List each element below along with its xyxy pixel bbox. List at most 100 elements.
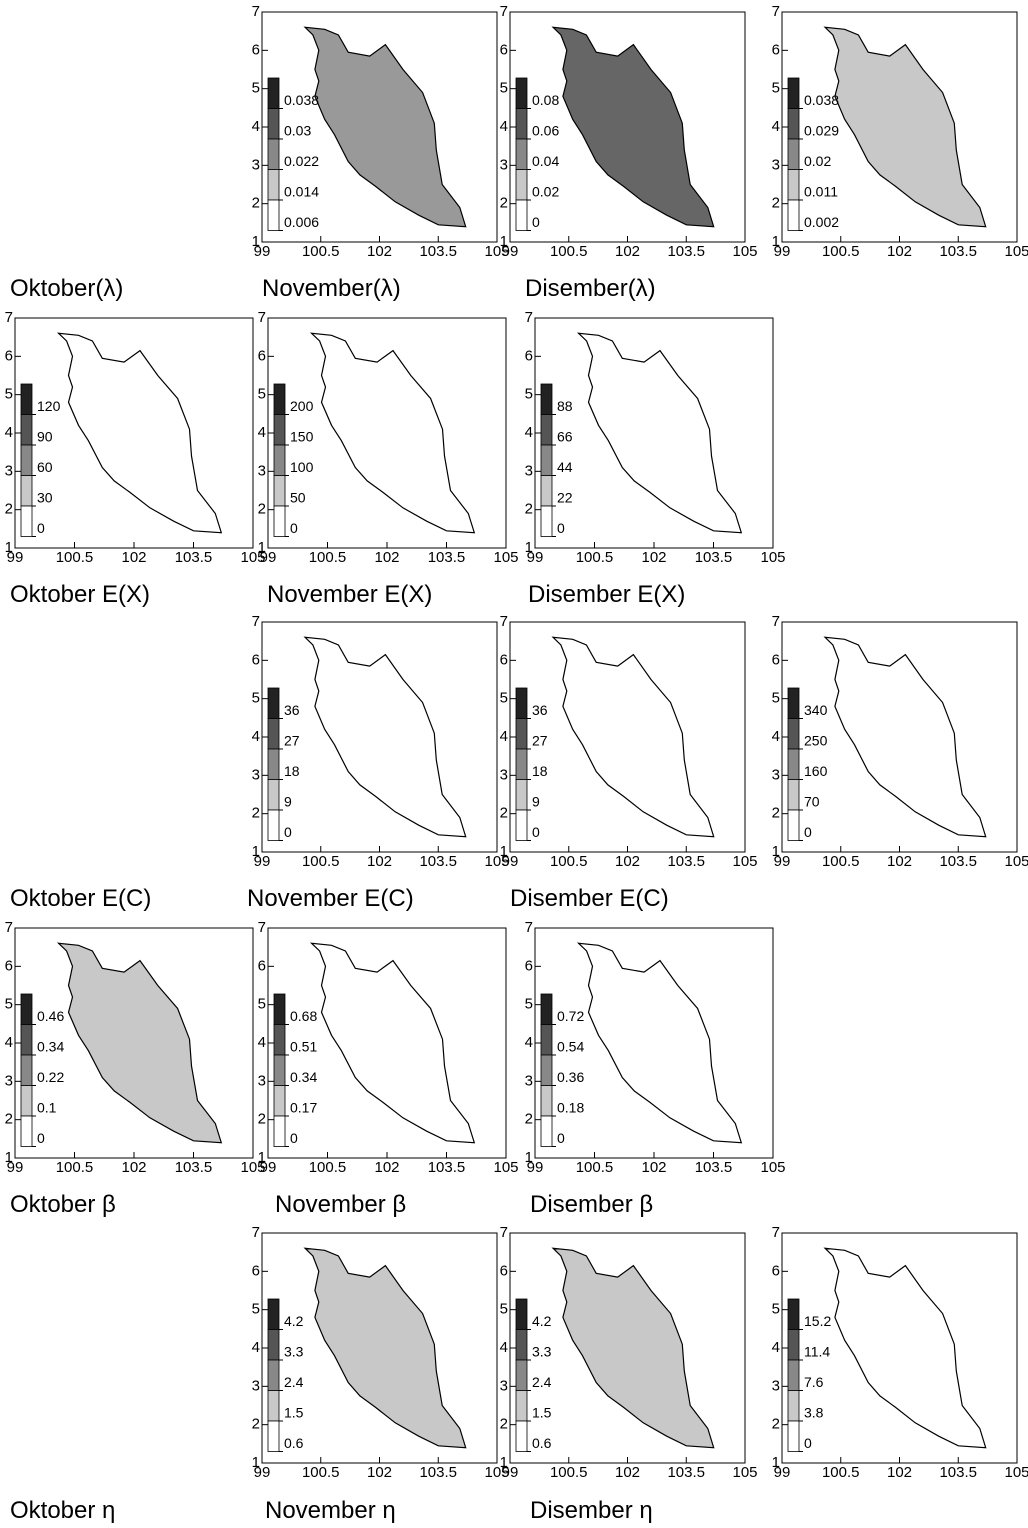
y-tick-label: 1 bbox=[500, 843, 508, 860]
y-tick-label: 6 bbox=[772, 1262, 780, 1279]
y-tick-label: 2 bbox=[525, 501, 533, 518]
y-tick-label: 2 bbox=[772, 1416, 780, 1433]
x-tick-label: 103.5 bbox=[667, 243, 705, 260]
x-tick-label: 100.5 bbox=[302, 243, 340, 260]
legend-label: 11.4 bbox=[804, 1344, 830, 1360]
y-tick-label: 3 bbox=[772, 156, 780, 173]
y-tick-label: 4 bbox=[5, 1034, 13, 1051]
legend-box bbox=[515, 199, 528, 231]
y-tick-label: 2 bbox=[5, 501, 13, 518]
y-tick-label: 5 bbox=[252, 80, 260, 97]
legend-label: 0.02 bbox=[804, 153, 831, 169]
y-tick-label: 2 bbox=[772, 195, 780, 212]
x-tick-label: 99 bbox=[774, 1464, 791, 1481]
y-tick-label: 2 bbox=[500, 195, 508, 212]
legend-label: 160 bbox=[804, 763, 828, 779]
legend-label: 66 bbox=[557, 429, 573, 445]
x-tick-label: 103.5 bbox=[419, 853, 457, 870]
legend-label: 0.34 bbox=[37, 1039, 64, 1055]
legend-label: 0 bbox=[804, 824, 812, 840]
x-tick-label: 103.5 bbox=[695, 1159, 733, 1176]
y-tick-label: 6 bbox=[772, 41, 780, 58]
map-region bbox=[551, 26, 715, 228]
x-tick-label: 105 bbox=[732, 1464, 757, 1481]
legend-box bbox=[540, 993, 553, 1025]
x-tick-label: 103.5 bbox=[939, 1464, 977, 1481]
legend-label: 0 bbox=[284, 824, 292, 840]
y-tick-label: 1 bbox=[525, 539, 533, 556]
panel-caption: Disember(λ) bbox=[525, 275, 656, 302]
panel-caption: Disember E(C) bbox=[510, 885, 669, 912]
legend-label: 9 bbox=[532, 794, 540, 810]
x-tick-label: 103.5 bbox=[667, 853, 705, 870]
y-tick-label: 3 bbox=[252, 1377, 260, 1394]
legend-label: 0 bbox=[37, 520, 45, 536]
legend-label: 0.22 bbox=[37, 1069, 64, 1085]
y-tick-label: 1 bbox=[258, 1149, 266, 1166]
legend-label: 0 bbox=[290, 520, 298, 536]
legend-label: 150 bbox=[290, 429, 314, 445]
legend-box bbox=[540, 1054, 553, 1086]
y-tick-label: 7 bbox=[500, 1224, 508, 1241]
x-tick-label: 105 bbox=[1004, 1464, 1028, 1481]
y-tick-label: 3 bbox=[500, 156, 508, 173]
x-tick-label: 100.5 bbox=[550, 853, 588, 870]
legend-label: 0 bbox=[37, 1130, 45, 1146]
y-tick-label: 7 bbox=[772, 3, 780, 20]
x-tick-label: 99 bbox=[260, 1159, 277, 1176]
map-region bbox=[551, 636, 715, 838]
x-tick-label: 99 bbox=[502, 853, 519, 870]
y-tick-label: 6 bbox=[5, 957, 13, 974]
legend-box bbox=[515, 718, 528, 750]
y-tick-label: 3 bbox=[525, 462, 533, 479]
y-tick-label: 2 bbox=[5, 1111, 13, 1128]
legend-box bbox=[787, 138, 800, 170]
map-region bbox=[823, 1247, 987, 1449]
y-tick-label: 3 bbox=[258, 1072, 266, 1089]
panel-caption: Oktober β bbox=[10, 1191, 116, 1218]
map-region bbox=[303, 636, 467, 838]
y-tick-label: 3 bbox=[252, 156, 260, 173]
x-tick-label: 102 bbox=[121, 1159, 146, 1176]
y-tick-label: 4 bbox=[252, 1339, 260, 1356]
legend-label: 0.6 bbox=[532, 1435, 552, 1451]
y-tick-label: 6 bbox=[772, 651, 780, 668]
legend-box bbox=[540, 505, 553, 537]
legend-box bbox=[267, 108, 280, 140]
y-tick-label: 5 bbox=[252, 1301, 260, 1318]
legend-label: 250 bbox=[804, 733, 828, 749]
legend-label: 0 bbox=[532, 824, 540, 840]
y-tick-label: 5 bbox=[500, 80, 508, 97]
legend-box bbox=[267, 199, 280, 231]
y-tick-label: 3 bbox=[5, 462, 13, 479]
x-tick-label: 103.5 bbox=[419, 243, 457, 260]
y-tick-label: 3 bbox=[252, 766, 260, 783]
y-tick-label: 2 bbox=[525, 1111, 533, 1128]
y-tick-label: 7 bbox=[252, 3, 260, 20]
x-tick-label: 103.5 bbox=[939, 853, 977, 870]
x-tick-label: 100.5 bbox=[550, 243, 588, 260]
y-tick-label: 1 bbox=[252, 843, 260, 860]
legend-label: 0.014 bbox=[284, 184, 319, 200]
panel-caption: Oktober η bbox=[10, 1497, 115, 1524]
legend-label: 0.06 bbox=[532, 123, 559, 139]
x-tick-label: 99 bbox=[254, 1464, 271, 1481]
legend-box bbox=[20, 993, 33, 1025]
panel-caption: Oktober E(X) bbox=[10, 581, 150, 608]
legend-box bbox=[787, 809, 800, 841]
x-tick-label: 99 bbox=[254, 243, 271, 260]
x-tick-label: 105 bbox=[1004, 853, 1028, 870]
legend-box bbox=[273, 1115, 286, 1147]
panel-caption: Oktober(λ) bbox=[10, 275, 123, 302]
legend-label: 3.3 bbox=[532, 1344, 552, 1360]
legend-box bbox=[787, 108, 800, 140]
x-tick-label: 105 bbox=[484, 1464, 509, 1481]
y-tick-label: 1 bbox=[252, 233, 260, 250]
y-tick-label: 5 bbox=[500, 1301, 508, 1318]
y-tick-label: 1 bbox=[525, 1149, 533, 1166]
y-tick-label: 7 bbox=[252, 1224, 260, 1241]
x-tick-label: 102 bbox=[887, 243, 912, 260]
legend-label: 18 bbox=[284, 763, 300, 779]
legend-box bbox=[20, 1085, 33, 1117]
legend-label: 100 bbox=[290, 459, 314, 475]
